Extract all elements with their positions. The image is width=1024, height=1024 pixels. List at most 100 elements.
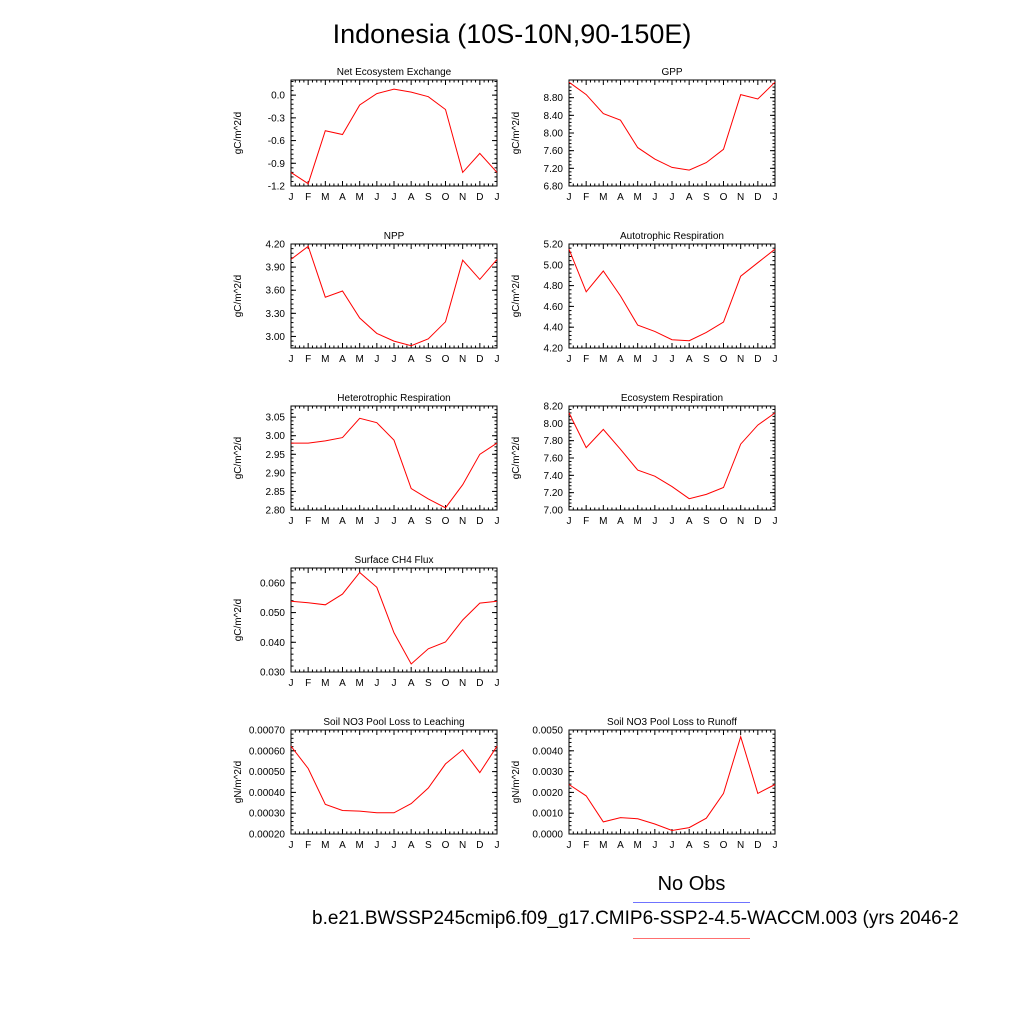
series-line — [290, 571, 498, 665]
y-tick-label: 5.20 — [544, 240, 564, 251]
x-tick-label: J — [289, 678, 294, 689]
x-tick-label: D — [476, 354, 483, 365]
x-tick-label: J — [289, 192, 294, 203]
x-tick-label: O — [442, 840, 450, 851]
x-tick-label: S — [425, 516, 432, 527]
x-tick-label: D — [754, 192, 761, 203]
x-tick-label: J — [392, 192, 397, 203]
x-tick-label: O — [442, 516, 450, 527]
x-tick-label: S — [425, 840, 432, 851]
x-tick-label: J — [773, 354, 778, 365]
x-tick-label: F — [583, 840, 589, 851]
x-tick-label: J — [773, 840, 778, 851]
y-tick-label: 4.40 — [544, 323, 564, 334]
x-tick-label: A — [408, 192, 415, 203]
series-line — [568, 412, 776, 500]
plot-frame — [568, 729, 776, 835]
x-tick-label: F — [305, 354, 311, 365]
x-tick-label: N — [459, 840, 466, 851]
y-tick-label: 2.95 — [266, 450, 286, 461]
y-axis-label: gC/m^2/d — [511, 437, 522, 480]
x-tick-label: N — [459, 192, 466, 203]
x-tick-label: J — [670, 840, 675, 851]
x-tick-label: F — [583, 516, 589, 527]
y-tick-label: -1.2 — [268, 182, 286, 193]
x-tick-label: M — [355, 840, 363, 851]
x-tick-label: A — [617, 516, 624, 527]
x-tick-label: J — [392, 516, 397, 527]
y-tick-label: 8.40 — [544, 111, 564, 122]
panel-title: Heterotrophic Respiration — [337, 393, 450, 404]
y-tick-label: 7.20 — [544, 164, 564, 175]
x-tick-label: M — [633, 354, 641, 365]
case-legend-label: b.e21.BWSSP245cmip6.f09_g17.CMIP6-SSP2-4… — [312, 908, 959, 929]
x-tick-label: S — [703, 840, 710, 851]
x-tick-label: O — [720, 516, 728, 527]
x-tick-label: J — [495, 516, 500, 527]
x-tick-label: A — [339, 840, 346, 851]
plot-frame — [290, 405, 498, 511]
x-tick-label: J — [374, 516, 379, 527]
x-tick-label: M — [321, 678, 329, 689]
y-tick-label: 0.060 — [260, 578, 285, 589]
y-tick-label: 4.20 — [544, 344, 564, 355]
x-tick-label: A — [686, 192, 693, 203]
x-tick-label: A — [617, 840, 624, 851]
x-tick-label: F — [305, 192, 311, 203]
x-tick-label: J — [567, 840, 572, 851]
plot-frame — [290, 729, 498, 835]
series-line — [290, 745, 498, 814]
x-tick-label: S — [703, 516, 710, 527]
y-axis-label: gN/m^2/d — [233, 761, 244, 804]
x-tick-label: J — [495, 840, 500, 851]
plot-frame — [290, 79, 498, 187]
panel-title: NPP — [384, 231, 405, 242]
x-tick-label: A — [617, 192, 624, 203]
x-tick-label: S — [425, 354, 432, 365]
y-tick-label: 2.90 — [266, 468, 286, 479]
y-axis-label: gC/m^2/d — [511, 112, 522, 155]
y-tick-label: -0.3 — [268, 113, 286, 124]
y-tick-label: -0.9 — [268, 159, 286, 170]
x-tick-label: D — [476, 192, 483, 203]
x-tick-label: J — [289, 354, 294, 365]
x-tick-label: O — [442, 192, 450, 203]
y-tick-label: 0.0030 — [532, 767, 563, 778]
x-tick-label: J — [374, 840, 379, 851]
x-tick-label: J — [652, 354, 657, 365]
y-tick-label: 4.60 — [544, 302, 564, 313]
y-tick-label: 0.00040 — [249, 788, 286, 799]
x-tick-label: J — [567, 192, 572, 203]
x-tick-label: A — [686, 354, 693, 365]
x-tick-label: D — [476, 840, 483, 851]
x-tick-label: J — [670, 192, 675, 203]
x-tick-label: F — [583, 192, 589, 203]
panel-title: Autotrophic Respiration — [620, 231, 724, 242]
y-tick-label: 7.00 — [544, 506, 564, 517]
x-tick-label: J — [374, 192, 379, 203]
x-tick-label: F — [305, 678, 311, 689]
x-tick-label: S — [703, 354, 710, 365]
x-tick-label: J — [374, 354, 379, 365]
x-tick-label: J — [773, 192, 778, 203]
y-axis-label: gC/m^2/d — [233, 275, 244, 318]
x-tick-label: M — [321, 516, 329, 527]
x-tick-label: M — [355, 192, 363, 203]
x-tick-label: N — [459, 354, 466, 365]
y-tick-label: 6.80 — [544, 182, 564, 193]
x-tick-label: D — [754, 516, 761, 527]
series-line — [290, 88, 498, 185]
x-tick-label: A — [339, 354, 346, 365]
series-line — [568, 734, 776, 832]
x-tick-label: A — [408, 354, 415, 365]
x-tick-label: A — [617, 354, 624, 365]
x-tick-label: J — [495, 192, 500, 203]
x-tick-label: N — [459, 516, 466, 527]
x-tick-label: J — [670, 354, 675, 365]
y-tick-label: 2.85 — [266, 487, 286, 498]
x-tick-label: D — [754, 354, 761, 365]
y-tick-label: 3.05 — [266, 413, 286, 424]
y-tick-label: 0.0040 — [532, 746, 563, 757]
x-tick-label: M — [599, 516, 607, 527]
